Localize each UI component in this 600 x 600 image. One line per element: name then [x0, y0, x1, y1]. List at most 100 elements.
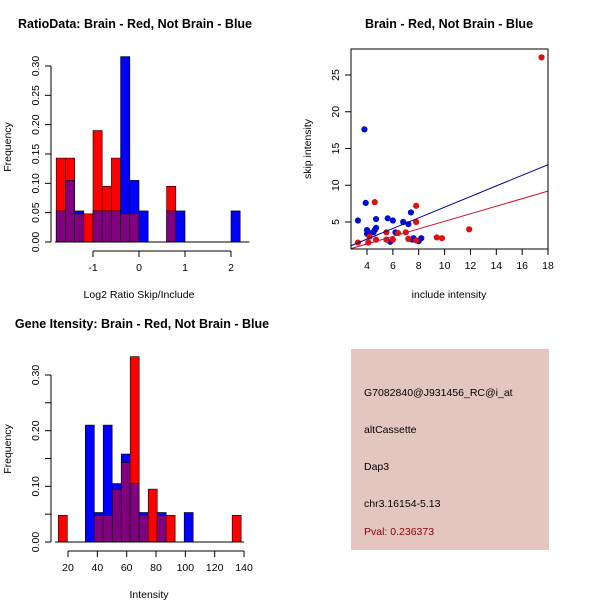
- not-brain-point: [372, 215, 380, 223]
- not-brain-bar: [85, 424, 95, 543]
- gene-histogram-bars: [58, 356, 242, 543]
- ratio-histogram-bars: [55, 56, 241, 243]
- brain-bar: [147, 488, 158, 543]
- not-brain-point: [361, 126, 368, 133]
- brain-point: [405, 235, 412, 243]
- overlap-bar: [138, 514, 149, 543]
- y-tick-label: 0.00: [30, 532, 42, 553]
- x-tick-label: 4: [364, 260, 370, 272]
- not-brain-point: [354, 217, 362, 224]
- overlap-bar: [101, 210, 112, 243]
- not-brain-fit-line: [351, 164, 548, 246]
- overlap-bar: [111, 210, 121, 243]
- y-tick-label: 0.10: [30, 173, 42, 194]
- gene-intensity-histogram: Gene Itensity: Brain - Red, Not Brain - …: [2, 317, 269, 600]
- overlap-bar: [102, 514, 113, 543]
- x-tick-label: 12: [465, 260, 477, 272]
- ratio-histogram-title: RatioData: Brain - Red, Not Brain - Blue: [18, 17, 252, 31]
- brain-bar: [165, 514, 176, 543]
- brain-point: [538, 54, 545, 61]
- scatter-axes: 4 6 8 10 12 14 16 18 5 10 15 20 25: [330, 48, 554, 272]
- x-tick-label: 16: [516, 260, 528, 272]
- x-tick-label: 18: [542, 260, 554, 272]
- overlap-bar: [92, 210, 103, 243]
- x-tick-label: 10: [439, 260, 451, 272]
- not-brain-point: [362, 199, 369, 206]
- x-tick-label: 60: [121, 562, 133, 574]
- overlap-bar: [156, 514, 167, 543]
- plot-frame: [350, 48, 549, 250]
- gene-histogram-title: Gene Itensity: Brain - Red, Not Brain - …: [15, 317, 269, 331]
- overlap-bar: [120, 462, 131, 543]
- x-tick-label: 80: [150, 562, 162, 574]
- ratio-histogram-axes: 0.00 0.05 0.10 0.15 0.20 0.25 0.30 -1 0 1 2: [30, 56, 250, 274]
- x-tick-label: 6: [390, 260, 396, 272]
- y-tick-label: 25: [330, 69, 342, 81]
- gene-histogram-ylabel: Frequency: [2, 423, 14, 473]
- overlap-bar: [74, 213, 85, 243]
- y-tick-label: 0.30: [30, 365, 42, 386]
- y-tick-label: 0.30: [30, 56, 42, 77]
- scatter-ylabel: skip intensity: [302, 118, 314, 179]
- y-tick-label: 10: [330, 179, 342, 191]
- brain-bar: [231, 514, 242, 543]
- overlap-bar: [93, 514, 104, 543]
- not-brain-bar: [138, 210, 149, 243]
- overlap-bar: [120, 213, 131, 243]
- not-brain-point: [418, 235, 425, 242]
- probe-id: G7082840@J931456_RC@i_at: [364, 387, 513, 399]
- overlap-bar: [129, 213, 140, 243]
- chromosome-location: chr3.16154-5.13: [364, 498, 441, 510]
- not-brain-point: [384, 215, 391, 222]
- y-tick-label: 0.15: [30, 144, 42, 165]
- y-tick-label: 0.10: [30, 476, 42, 497]
- y-tick-label: 0.05: [30, 202, 42, 223]
- scatter-xlabel: include intensity: [412, 289, 487, 301]
- y-tick-label: 0.00: [30, 232, 42, 253]
- overlap-bar: [112, 488, 122, 543]
- scatter-marks: [351, 54, 548, 249]
- gene-histogram-axes: 0.00 0.10 0.20 0.30 20 40 60 80 100 120 140: [30, 365, 253, 574]
- x-tick-label: 140: [235, 562, 253, 574]
- ratio-histogram-ylabel: Frequency: [2, 121, 14, 171]
- x-tick-label: 8: [416, 260, 422, 272]
- brain-point: [433, 234, 440, 241]
- brain-point: [413, 237, 420, 244]
- scatter-plot-area: [351, 54, 548, 249]
- y-tick-label: 5: [330, 219, 342, 225]
- y-tick-label: 15: [330, 143, 342, 155]
- brain-bar: [58, 514, 68, 543]
- not-brain-bar: [230, 210, 241, 243]
- info-panel: G7082840@J931456_RC@i_at altCassette Dap…: [351, 349, 549, 550]
- brain-bar: [83, 213, 94, 243]
- ratio-histogram: RatioData: Brain - Red, Not Brain - Blue…: [2, 17, 252, 301]
- x-tick-label: 40: [91, 562, 103, 574]
- brain-point: [413, 218, 420, 226]
- brain-fit-line: [351, 190, 548, 249]
- not-brain-bar: [183, 512, 194, 543]
- brain-point: [466, 226, 473, 233]
- y-tick-label: 0.25: [30, 85, 42, 106]
- p-value: Pval: 0.236373: [364, 526, 435, 538]
- x-tick-label: 20: [62, 562, 74, 574]
- scatter-title: Brain - Red, Not Brain - Blue: [365, 17, 533, 31]
- not-brain-point: [372, 224, 380, 231]
- x-tick-label: -1: [88, 262, 97, 274]
- x-tick-label: 100: [177, 562, 195, 574]
- overlap-bar: [166, 210, 177, 243]
- x-tick-label: 14: [490, 260, 502, 272]
- brain-point: [413, 202, 420, 209]
- brain-point: [389, 236, 396, 243]
- y-tick-label: 20: [330, 106, 342, 118]
- event-type: altCassette: [364, 424, 417, 436]
- x-tick-label: 0: [136, 262, 142, 274]
- gene-histogram-xlabel: Intensity: [129, 589, 169, 600]
- brain-point: [371, 199, 378, 206]
- not-brain-bar: [175, 210, 186, 243]
- overlap-bar: [55, 210, 66, 243]
- x-tick-label: 2: [228, 262, 234, 274]
- x-tick-label: 120: [206, 562, 224, 574]
- y-tick-label: 0.20: [30, 420, 42, 441]
- overlap-bar: [65, 180, 75, 243]
